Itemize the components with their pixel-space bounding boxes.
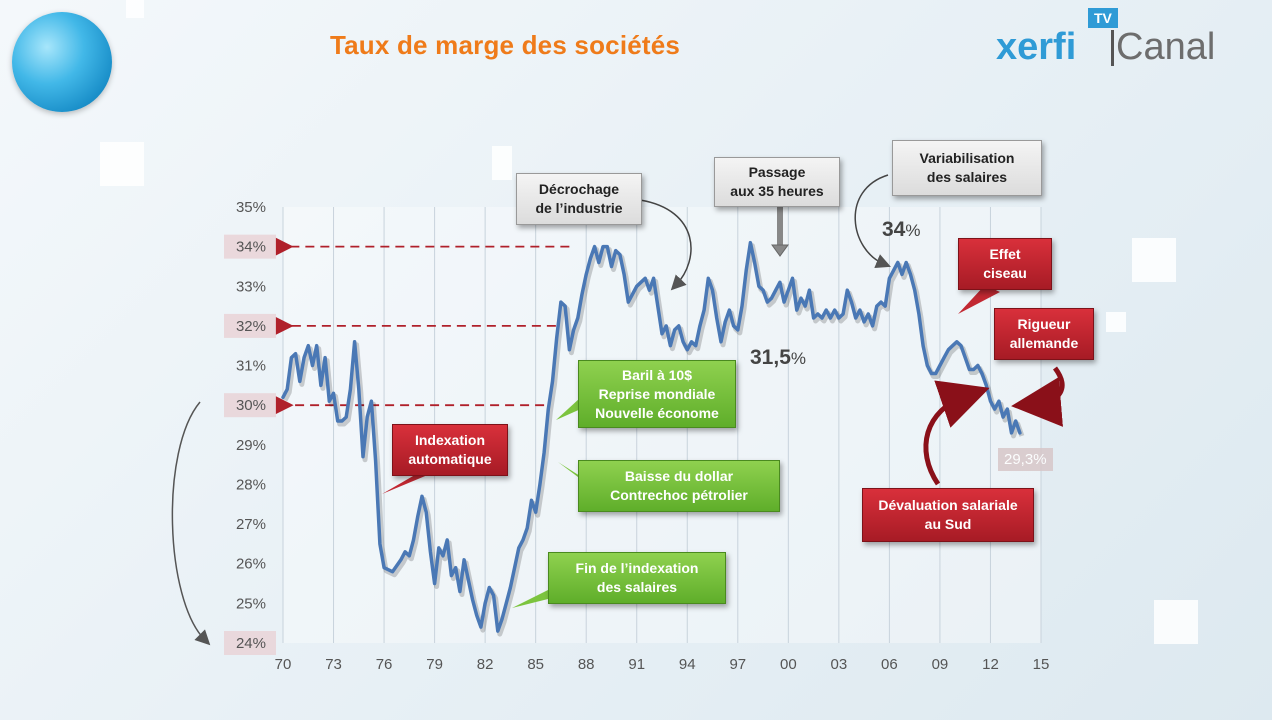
passage-arrow-head xyxy=(771,244,789,257)
x-tick-label: 88 xyxy=(578,656,595,673)
callout-passage: Passage aux 35 heures xyxy=(714,157,840,207)
x-tick-label: 79 xyxy=(426,656,443,673)
series-line xyxy=(281,240,1022,633)
variabilisation-arrow xyxy=(854,174,891,269)
x-tick-label: 12 xyxy=(982,656,999,673)
x-tick-label: 09 xyxy=(932,656,949,673)
brand-logo: xerfi Canal TV xyxy=(996,8,1236,68)
y-tick-label: 27% xyxy=(236,516,266,533)
y-tick-label: 24% xyxy=(236,635,266,652)
y-tick-highlight xyxy=(224,234,276,259)
chart-title: Taux de marge des sociétés xyxy=(330,30,681,60)
annotation-last-value: 29,3% xyxy=(998,448,1053,471)
x-tick-label: 00 xyxy=(780,656,797,673)
callout-decrochage: Décrochage de l’industrie xyxy=(516,173,642,225)
y-tick-label: 35% xyxy=(236,199,266,216)
logo-main-text: xerfi xyxy=(996,26,1077,68)
callout-baisse: Baisse du dollar Contrechoc pétrolier xyxy=(578,460,780,512)
callout-rigueur: Rigueur allemande xyxy=(994,308,1094,360)
logo-secondary-text: Canal xyxy=(1116,26,1216,68)
x-tick-label: 70 xyxy=(275,656,292,673)
x-tick-label: 73 xyxy=(325,656,342,673)
logo-badge: TV xyxy=(1088,8,1118,28)
callout-effet: Effet ciseau xyxy=(958,238,1052,290)
background-square xyxy=(1154,600,1198,644)
y-tick-label: 28% xyxy=(236,476,266,493)
y-tick-label: 29% xyxy=(236,437,266,454)
effet-pointer xyxy=(958,285,1000,314)
callout-variabilisation: Variabilisation des salaires xyxy=(892,140,1042,196)
background-square xyxy=(1132,238,1176,282)
globe-icon xyxy=(12,12,112,112)
background-square xyxy=(1106,312,1126,332)
background-square xyxy=(100,142,144,186)
y-tick-highlight xyxy=(224,631,276,655)
logo-divider xyxy=(1111,30,1114,66)
decrochage-arrow xyxy=(639,199,692,291)
callout-baril: Baril à 10$ Reprise mondiale Nouvelle écon… xyxy=(578,360,736,428)
x-tick-label: 76 xyxy=(376,656,393,673)
y-tick-label: 31% xyxy=(236,358,266,375)
background-square xyxy=(126,0,144,18)
x-tick-label: 97 xyxy=(729,656,746,673)
x-tick-label: 15 xyxy=(1033,656,1050,673)
x-tick-label: 82 xyxy=(477,656,494,673)
y-tick-label: 30% xyxy=(236,397,266,414)
y-tick-label: 26% xyxy=(236,556,266,573)
x-tick-label: 91 xyxy=(628,656,645,673)
y-tick-highlight xyxy=(224,313,276,338)
indexation-pointer xyxy=(382,472,430,494)
y-tick-highlight xyxy=(224,393,276,418)
y-tick-label: 32% xyxy=(236,318,266,335)
x-tick-label: 06 xyxy=(881,656,898,673)
x-tick-label: 94 xyxy=(679,656,696,673)
callout-devaluation: Dévaluation salariale au Sud xyxy=(862,488,1034,542)
annotation-31-5: 31,5% xyxy=(750,346,806,369)
rigueur-arrow xyxy=(1011,366,1065,427)
y-tick-label: 33% xyxy=(236,278,266,295)
background-square xyxy=(492,146,512,180)
y-tick-label: 25% xyxy=(236,595,266,612)
annotation-34: 34% xyxy=(882,218,921,241)
callout-fin: Fin de l’indexation des salaires xyxy=(548,552,726,604)
devaluation-arrow xyxy=(923,380,990,486)
x-tick-label: 03 xyxy=(831,656,848,673)
y-tick-label: 34% xyxy=(236,239,266,256)
callout-indexation: Indexation automatique xyxy=(392,424,508,476)
x-tick-label: 85 xyxy=(527,656,544,673)
range-arrow xyxy=(171,401,211,646)
